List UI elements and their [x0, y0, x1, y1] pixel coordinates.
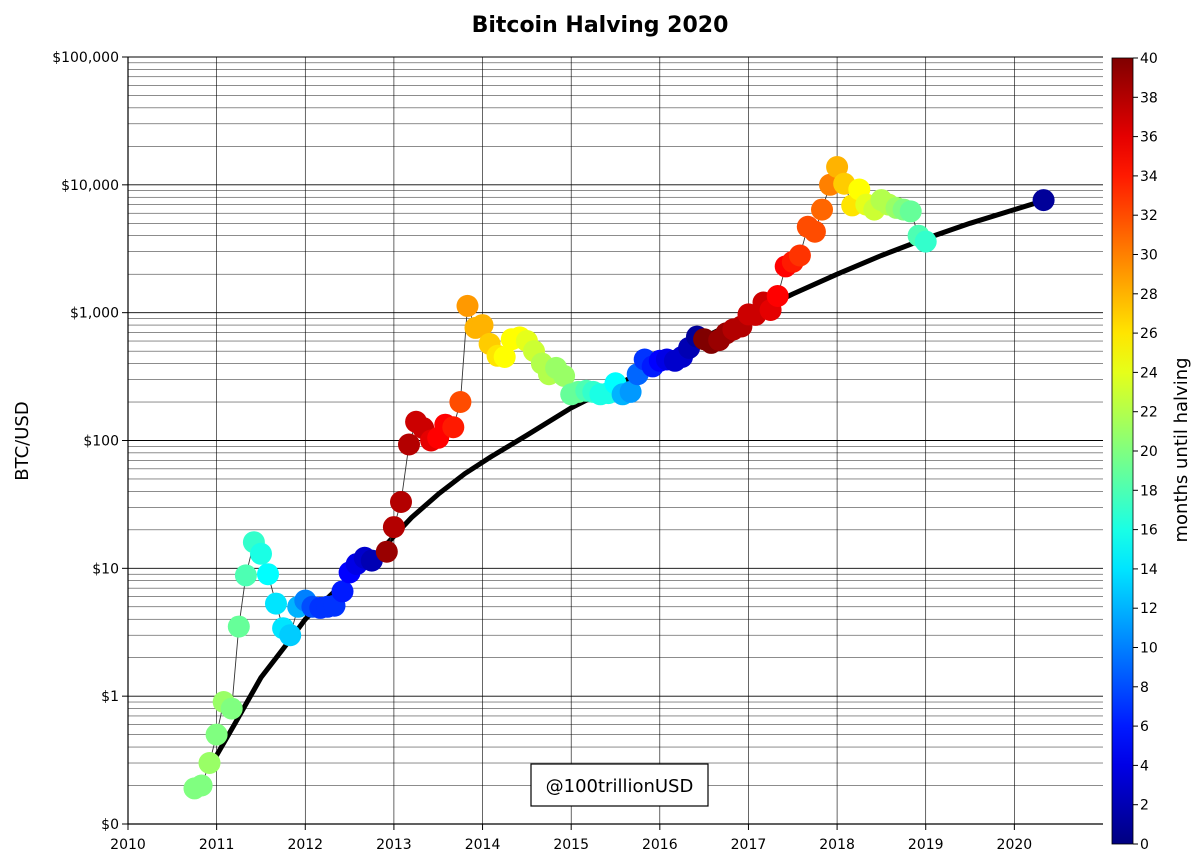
data-point	[442, 416, 465, 439]
colorbar-tick-label: 32	[1140, 208, 1158, 224]
y-tick-label: $10	[92, 561, 119, 577]
colorbar-tick-label: 0	[1140, 837, 1149, 853]
x-tick-label: 2014	[465, 837, 501, 853]
data-point	[331, 580, 354, 603]
data-point	[449, 391, 472, 413]
x-tick-label: 2010	[110, 837, 146, 853]
y-tick-label: $100	[83, 434, 119, 450]
x-tick-label: 2019	[908, 837, 944, 853]
x-tick-label: 2016	[642, 837, 678, 853]
data-point	[619, 380, 642, 403]
y-axis-label: BTC/USD	[12, 401, 33, 480]
data-point	[493, 346, 516, 368]
data-point	[803, 220, 826, 243]
data-point	[257, 563, 279, 586]
data-point	[766, 285, 789, 307]
data-point	[899, 200, 922, 223]
data-point	[826, 156, 849, 178]
data-point	[398, 433, 420, 456]
x-tick-label: 2011	[199, 837, 235, 853]
y-tick-label: $1,000	[70, 306, 119, 322]
x-tick-label: 2013	[376, 837, 412, 853]
y-tick-label: $0	[101, 817, 119, 833]
data-point	[788, 244, 811, 267]
model-curve-layer	[209, 197, 1048, 766]
colorbar-tick-label: 2	[1140, 798, 1149, 814]
colorbar-tick-label: 10	[1140, 641, 1158, 657]
data-point	[220, 697, 243, 720]
watermark: @100trillionUSD	[546, 776, 694, 797]
data-point	[250, 542, 272, 565]
colorbar-tick-label: 24	[1140, 365, 1158, 381]
data-point	[265, 592, 287, 615]
data-point	[205, 723, 228, 746]
colorbar-tick-label: 36	[1140, 130, 1158, 146]
data-point	[375, 540, 398, 563]
colorbar-tick-label: 14	[1140, 562, 1158, 578]
colorbar-tick-label: 34	[1140, 169, 1158, 185]
data-point	[190, 774, 213, 797]
x-tick-label: 2020	[997, 837, 1033, 853]
colorbar-tick-label: 30	[1140, 248, 1158, 264]
colorbar-tick-label: 28	[1140, 287, 1158, 303]
grid	[127, 56, 1103, 825]
colorbar-tick-label: 22	[1140, 405, 1158, 421]
data-point	[811, 198, 833, 221]
axes: $0 $1 $10 $100 $1,000 $10,000 $100,000 2010 2011…	[52, 50, 1103, 853]
colorbar-tick-label: 40	[1140, 51, 1158, 67]
watermark-box: @100trillionUSD	[530, 763, 709, 807]
colorbar-tick-label: 18	[1140, 483, 1158, 499]
y-tick-label: $100,000	[52, 50, 119, 66]
y-tick-label: $10,000	[61, 178, 119, 194]
data-point	[456, 294, 479, 317]
model-curve	[209, 197, 1048, 766]
colorbar-scale	[1111, 57, 1134, 845]
data-point	[279, 624, 302, 647]
y-tick-label: $1	[101, 689, 119, 705]
x-tick-label: 2015	[553, 837, 589, 853]
colorbar-tick-label: 6	[1140, 719, 1149, 735]
data-point	[227, 615, 250, 638]
data-point	[234, 564, 257, 587]
colorbar-label: months until halving	[1171, 357, 1192, 542]
data-point	[1032, 189, 1055, 212]
x-tick-label: 2012	[287, 837, 323, 853]
colorbar-tick-label: 12	[1140, 601, 1158, 617]
data-points-layer	[183, 156, 1055, 800]
data-point	[390, 491, 412, 513]
colorbar-tick-label: 8	[1140, 680, 1149, 696]
x-tick-label: 2018	[819, 837, 855, 853]
colorbar-tick-label: 20	[1140, 444, 1158, 460]
colorbar-tick-label: 16	[1140, 523, 1158, 539]
data-point	[553, 364, 576, 387]
colorbar-tick-label: 4	[1140, 758, 1149, 774]
series-connector-line	[194, 165, 926, 789]
colorbar-tick-label: 38	[1140, 90, 1158, 106]
colorbar-tick-label: 26	[1140, 326, 1158, 342]
data-point	[914, 230, 937, 253]
x-tick-label: 2017	[731, 837, 767, 853]
data-point	[382, 516, 405, 539]
chart-title: Bitcoin Halving 2020	[472, 13, 729, 38]
data-point	[198, 752, 221, 774]
data-point	[471, 314, 494, 337]
